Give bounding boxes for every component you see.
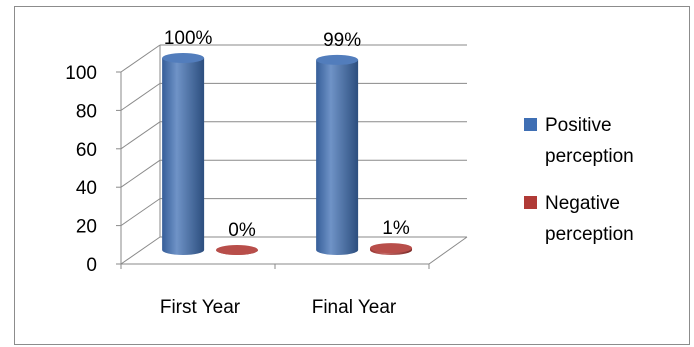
y-tick-label: 80 [76,101,97,122]
legend-label: perception [545,146,634,167]
side-wall-line [120,198,161,227]
side-wall-line [120,159,161,188]
side-wall-line [120,82,161,111]
y-tick-label: 0 [86,255,97,276]
side-wall-line [120,121,161,150]
data-label: 0% [228,220,256,241]
bar-top [162,53,205,63]
bar-body [162,58,205,255]
y-axis-ticks: 0 20 40 60 80 100 [65,63,97,276]
bar-top [370,243,413,254]
y-tick-label: 20 [76,217,97,238]
legend-label: perception [545,224,634,245]
chart-walls [116,44,468,269]
chart-bars [162,53,413,255]
side-wall-line [120,236,161,265]
legend-label: Negative [545,193,620,214]
bar-positive-perception-first-year [162,53,205,255]
y-tick-label: 60 [76,140,97,161]
bar-body [316,59,359,255]
legend-swatch [524,118,537,131]
side-wall-line [120,44,161,73]
legend-swatch [524,196,537,209]
bar-negative-perception-final-year [370,243,413,255]
data-label: 99% [323,30,361,51]
x-tick-label: Final Year [312,297,397,318]
chart-legend: Positive perception Negative perception [524,115,634,245]
bar-top [316,54,359,65]
x-tick-label: First Year [160,297,241,318]
y-tick-label: 100 [65,63,97,84]
bar-positive-perception-final-year [316,54,359,255]
x-axis-labels: First Year Final Year [160,297,397,318]
data-label: 1% [382,218,410,239]
bar-top [216,245,259,255]
data-labels: 100% 0% 99% 1% [164,28,410,241]
y-tick-label: 40 [76,178,97,199]
data-label: 100% [164,28,213,49]
bar-negative-perception-first-year [216,245,259,255]
legend-label: Positive [545,115,612,136]
